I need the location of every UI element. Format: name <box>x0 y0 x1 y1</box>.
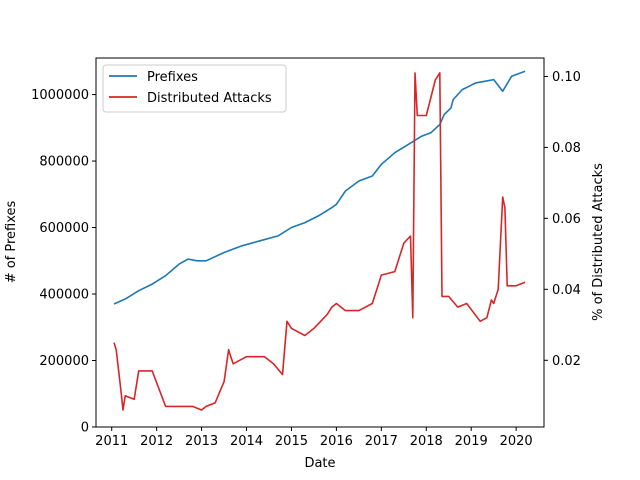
left-y-tick-label: 400000 <box>39 288 89 303</box>
legend-label-prefixes: Prefixes <box>147 70 198 85</box>
left-y-tick-label: 0 <box>81 421 89 436</box>
series-layer <box>113 70 526 411</box>
left-y-tick-label: 1000000 <box>31 88 89 103</box>
x-axis-label: Date <box>304 456 335 471</box>
x-tick-label: 2019 <box>455 434 488 449</box>
x-tick-label: 2012 <box>140 434 173 449</box>
right-y-tick-label: 0.04 <box>552 283 581 298</box>
right-y-tick-label: 0.08 <box>552 141 581 156</box>
x-tick-label: 2011 <box>95 434 128 449</box>
right-y-tick-label: 0.06 <box>552 212 581 227</box>
left-y-tick-label: 600000 <box>39 221 89 236</box>
x-tick-label: 2016 <box>320 434 353 449</box>
legend-box <box>102 64 287 113</box>
right-y-axis-label: % of Distributed Attacks <box>591 163 606 321</box>
legend: Prefixes Distributed Attacks <box>102 64 287 113</box>
right-y-tick-label: 0.10 <box>552 70 581 85</box>
right-y-tick-label: 0.02 <box>552 354 581 369</box>
x-tick-label: 2017 <box>365 434 398 449</box>
x-tick-label: 2013 <box>185 434 218 449</box>
left-y-axis-label: # of Prefixes <box>4 200 19 283</box>
distributed-attacks-line <box>113 72 526 411</box>
plot-frame <box>95 57 545 428</box>
right-y-axis-ticks: 0.02 0.04 0.06 0.08 0.10 <box>544 70 581 369</box>
left-y-tick-label: 800000 <box>39 155 89 170</box>
x-tick-label: 2014 <box>230 434 263 449</box>
x-tick-label: 2015 <box>275 434 308 449</box>
left-y-tick-label: 200000 <box>39 354 89 369</box>
x-axis-ticks: 2011 2012 2013 2014 2015 2016 2017 2018 2019 2020 <box>95 427 533 449</box>
left-y-axis-ticks: 0 200000 400000 600000 800000 1000000 <box>31 88 96 436</box>
legend-label-distributed-attacks: Distributed Attacks <box>147 91 272 106</box>
x-tick-label: 2020 <box>500 434 533 449</box>
prefixes-line <box>113 70 526 305</box>
x-tick-label: 2018 <box>410 434 443 449</box>
